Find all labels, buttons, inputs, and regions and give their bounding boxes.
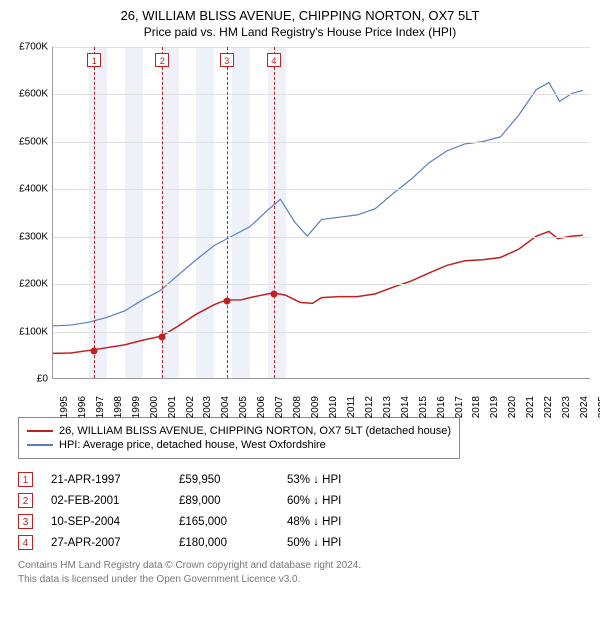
x-tick-label: 2001 (167, 396, 178, 418)
legend-label: 26, WILLIAM BLISS AVENUE, CHIPPING NORTO… (59, 425, 451, 437)
sale-marker-line (94, 47, 95, 378)
sale-row: 2 02-FEB-2001 £89,000 60% ↓ HPI (18, 490, 590, 511)
y-axis: £0£100K£200K£300K£400K£500K£600K£700K (10, 47, 52, 379)
series-line-hpi (53, 82, 583, 325)
x-tick-label: 2015 (418, 396, 429, 418)
y-tick-label: £500K (19, 136, 48, 147)
sale-date: 10-SEP-2004 (51, 516, 161, 528)
x-tick-label: 1997 (95, 396, 106, 418)
sale-marker-line (227, 47, 228, 378)
x-tick-label: 2006 (256, 396, 267, 418)
sale-row: 3 10-SEP-2004 £165,000 48% ↓ HPI (18, 511, 590, 532)
x-tick-label: 2023 (561, 396, 572, 418)
legend-item: 26, WILLIAM BLISS AVENUE, CHIPPING NORTO… (27, 425, 451, 437)
x-tick-label: 2012 (364, 396, 375, 418)
x-tick-label: 1999 (131, 396, 142, 418)
sale-vs-hpi: 48% ↓ HPI (287, 516, 397, 528)
x-tick-label: 2022 (543, 396, 554, 418)
x-tick-label: 2013 (382, 396, 393, 418)
sale-index-badge: 4 (18, 535, 33, 550)
sale-index-badge: 3 (18, 514, 33, 529)
x-axis: 1995199619971998199920002001200220032004… (52, 379, 590, 407)
sale-price: £89,000 (179, 495, 269, 507)
legend-swatch (27, 430, 53, 432)
x-tick-label: 2010 (328, 396, 339, 418)
x-tick-label: 2008 (292, 396, 303, 418)
chart-subtitle: Price paid vs. HM Land Registry's House … (10, 25, 590, 39)
x-tick-label: 2019 (490, 396, 501, 418)
x-tick-label: 2003 (203, 396, 214, 418)
x-tick-label: 2014 (400, 396, 411, 418)
y-tick-label: £400K (19, 184, 48, 195)
sales-table: 1 21-APR-1997 £59,950 53% ↓ HPI 2 02-FEB-2001… (18, 469, 590, 553)
x-tick-label: 2016 (436, 396, 447, 418)
sale-vs-hpi: 50% ↓ HPI (287, 537, 397, 549)
sale-marker-line (162, 47, 163, 378)
sale-price: £59,950 (179, 474, 269, 486)
legend-swatch (27, 444, 53, 446)
x-tick-label: 2004 (221, 396, 232, 418)
series-line-property (53, 231, 583, 353)
y-tick-label: £100K (19, 326, 48, 337)
sale-point (270, 290, 277, 297)
sale-index-badge: 2 (18, 493, 33, 508)
sale-price: £180,000 (179, 537, 269, 549)
x-tick-label: 2020 (507, 396, 518, 418)
chart-title: 26, WILLIAM BLISS AVENUE, CHIPPING NORTO… (10, 8, 590, 23)
sale-row: 1 21-APR-1997 £59,950 53% ↓ HPI (18, 469, 590, 490)
y-tick-label: £200K (19, 279, 48, 290)
sale-marker-badge: 4 (267, 53, 281, 67)
chart-area: £0£100K£200K£300K£400K£500K£600K£700K 12… (10, 47, 590, 407)
line-series-svg (53, 47, 590, 378)
sale-point (223, 297, 230, 304)
x-tick-label: 2017 (454, 396, 465, 418)
legend: 26, WILLIAM BLISS AVENUE, CHIPPING NORTO… (18, 417, 460, 459)
y-tick-label: £0 (37, 374, 48, 385)
plot-area: 1 2 3 4 (52, 47, 590, 379)
sale-date: 27-APR-2007 (51, 537, 161, 549)
x-tick-label: 2018 (472, 396, 483, 418)
x-tick-label: 2021 (525, 396, 536, 418)
sale-vs-hpi: 53% ↓ HPI (287, 474, 397, 486)
footer-line-1: Contains HM Land Registry data © Crown c… (18, 559, 582, 573)
sale-point (91, 347, 98, 354)
sale-row: 4 27-APR-2007 £180,000 50% ↓ HPI (18, 532, 590, 553)
sale-marker-badge: 3 (220, 53, 234, 67)
sale-price: £165,000 (179, 516, 269, 528)
y-tick-label: £600K (19, 89, 48, 100)
x-tick-label: 2009 (310, 396, 321, 418)
x-tick-label: 2005 (238, 396, 249, 418)
y-tick-label: £700K (19, 42, 48, 53)
x-tick-label: 1995 (59, 396, 70, 418)
legend-item: HPI: Average price, detached house, West… (27, 439, 451, 451)
sale-marker-badge: 1 (87, 53, 101, 67)
x-tick-label: 2002 (185, 396, 196, 418)
x-tick-label: 2024 (579, 396, 590, 418)
sale-point (159, 333, 166, 340)
x-tick-label: 1998 (113, 396, 124, 418)
x-tick-label: 2011 (346, 396, 357, 418)
legend-label: HPI: Average price, detached house, West… (59, 439, 326, 451)
sale-date: 02-FEB-2001 (51, 495, 161, 507)
sale-index-badge: 1 (18, 472, 33, 487)
sale-marker-badge: 2 (155, 53, 169, 67)
footer-line-2: This data is licensed under the Open Gov… (18, 573, 582, 587)
footer-attribution: Contains HM Land Registry data © Crown c… (18, 559, 582, 586)
sale-date: 21-APR-1997 (51, 474, 161, 486)
sale-marker-line (274, 47, 275, 378)
x-tick-label: 1996 (77, 396, 88, 418)
x-tick-label: 2007 (274, 396, 285, 418)
y-tick-label: £300K (19, 231, 48, 242)
sale-vs-hpi: 60% ↓ HPI (287, 495, 397, 507)
x-tick-label: 2000 (149, 396, 160, 418)
